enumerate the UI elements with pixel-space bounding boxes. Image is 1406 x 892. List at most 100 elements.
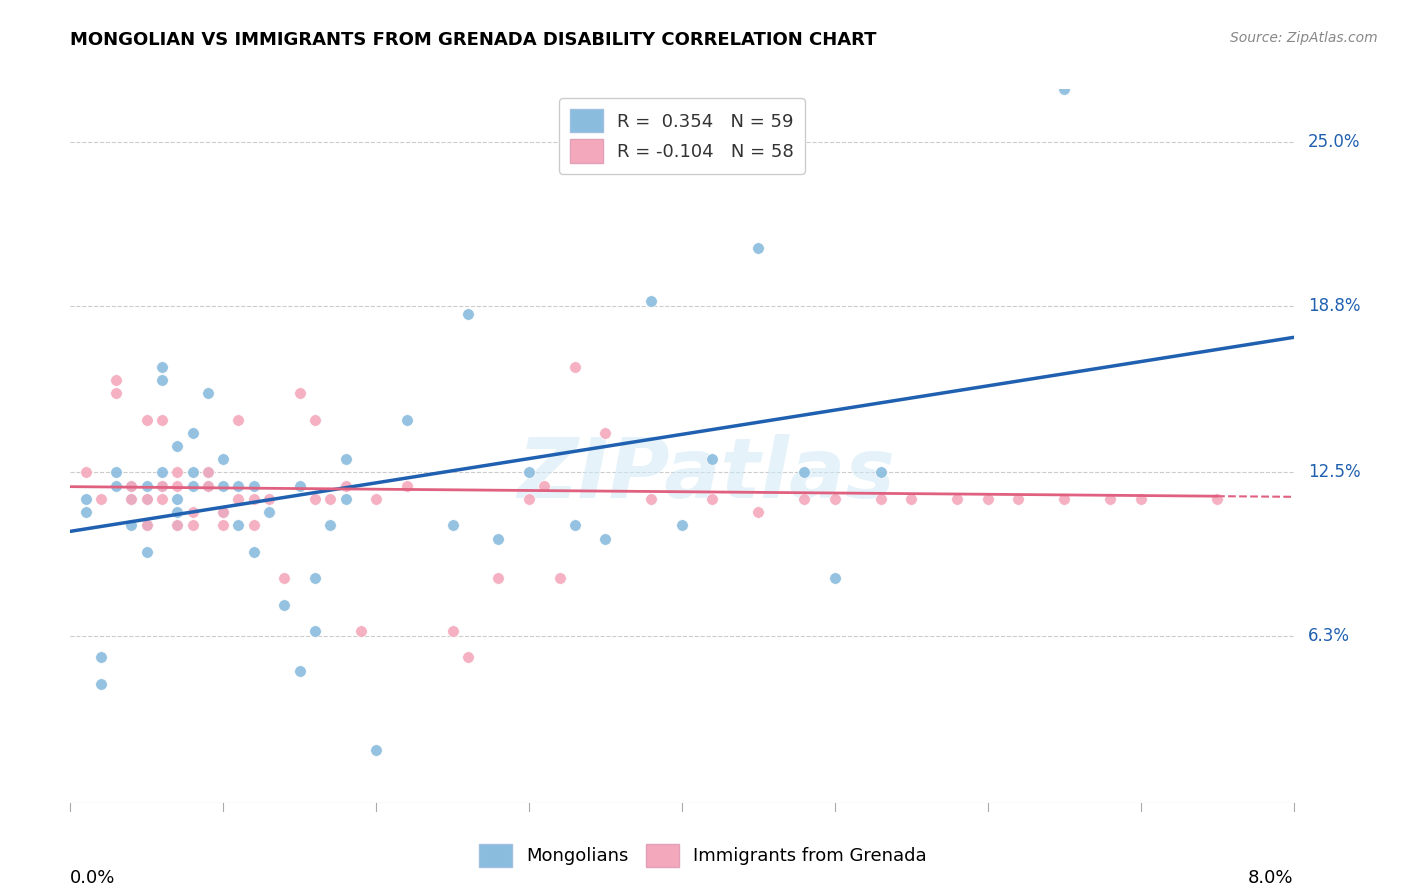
Point	[304, 624, 326, 638]
Point	[212, 505, 235, 519]
Point	[121, 478, 143, 492]
Point	[441, 624, 464, 638]
Point	[212, 478, 235, 492]
Point	[243, 545, 266, 559]
Legend: Mongolians, Immigrants from Grenada: Mongolians, Immigrants from Grenada	[472, 837, 934, 874]
Point	[335, 452, 357, 467]
Point	[640, 491, 662, 506]
Point	[228, 412, 250, 426]
Point	[319, 491, 342, 506]
Point	[517, 491, 540, 506]
Point	[166, 505, 188, 519]
Point	[304, 412, 326, 426]
Point	[395, 478, 418, 492]
Point	[105, 386, 128, 401]
Point	[166, 491, 188, 506]
Text: ZIPatlas: ZIPatlas	[517, 434, 896, 515]
Point	[1053, 491, 1076, 506]
Point	[257, 505, 280, 519]
Point	[793, 466, 815, 480]
Point	[1099, 491, 1122, 506]
Point	[441, 518, 464, 533]
Point	[564, 518, 586, 533]
Point	[869, 491, 891, 506]
Point	[304, 571, 326, 585]
Point	[273, 598, 295, 612]
Point	[366, 491, 388, 506]
Point	[197, 386, 219, 401]
Point	[135, 412, 157, 426]
Point	[243, 491, 266, 506]
Point	[488, 571, 510, 585]
Point	[869, 466, 891, 480]
Point	[75, 505, 97, 519]
Point	[702, 452, 724, 467]
Point	[702, 491, 724, 506]
Point	[257, 491, 280, 506]
Point	[181, 478, 204, 492]
Point	[243, 478, 266, 492]
Point	[121, 491, 143, 506]
Text: 0.0%: 0.0%	[70, 869, 115, 887]
Point	[243, 518, 266, 533]
Point	[366, 743, 388, 757]
Point	[564, 359, 586, 374]
Point	[946, 491, 969, 506]
Point	[121, 491, 143, 506]
Point	[335, 491, 357, 506]
Point	[166, 518, 188, 533]
Point	[75, 491, 97, 506]
Point	[197, 478, 219, 492]
Point	[212, 518, 235, 533]
Point	[335, 478, 357, 492]
Point	[350, 624, 373, 638]
Point	[212, 505, 235, 519]
Point	[457, 307, 479, 321]
Point	[1206, 491, 1229, 506]
Point	[121, 478, 143, 492]
Point	[517, 466, 540, 480]
Point	[197, 466, 219, 480]
Point	[121, 518, 143, 533]
Text: 8.0%: 8.0%	[1249, 869, 1294, 887]
Legend: R =  0.354   N = 59, R = -0.104   N = 58: R = 0.354 N = 59, R = -0.104 N = 58	[560, 98, 804, 174]
Point	[105, 373, 128, 387]
Point	[181, 425, 204, 440]
Point	[90, 491, 112, 506]
Point	[135, 518, 157, 533]
Point	[166, 466, 188, 480]
Point	[90, 650, 112, 665]
Point	[135, 545, 157, 559]
Point	[105, 478, 128, 492]
Point	[288, 386, 311, 401]
Point	[671, 518, 693, 533]
Point	[747, 505, 769, 519]
Point	[457, 650, 479, 665]
Point	[824, 491, 846, 506]
Point	[640, 293, 662, 308]
Point	[150, 466, 173, 480]
Point	[793, 491, 815, 506]
Point	[75, 466, 97, 480]
Text: 25.0%: 25.0%	[1308, 133, 1361, 151]
Point	[304, 491, 326, 506]
Point	[212, 452, 235, 467]
Point	[671, 148, 693, 162]
Point	[135, 478, 157, 492]
Point	[273, 571, 295, 585]
Point	[395, 412, 418, 426]
Point	[135, 491, 157, 506]
Point	[900, 491, 922, 506]
Point	[1129, 491, 1152, 506]
Point	[228, 491, 250, 506]
Point	[824, 571, 846, 585]
Point	[166, 439, 188, 453]
Point	[166, 478, 188, 492]
Point	[150, 373, 173, 387]
Point	[1007, 491, 1029, 506]
Point	[150, 491, 173, 506]
Point	[319, 518, 342, 533]
Point	[197, 466, 219, 480]
Point	[1053, 82, 1076, 96]
Text: Source: ZipAtlas.com: Source: ZipAtlas.com	[1230, 31, 1378, 45]
